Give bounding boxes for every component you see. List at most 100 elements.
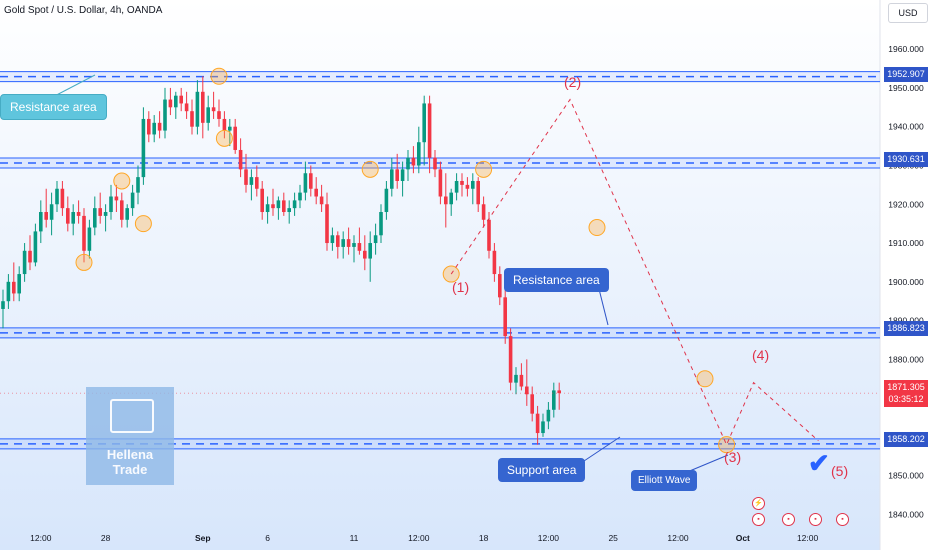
candle-body <box>346 239 351 247</box>
candle-body <box>12 281 16 294</box>
candle-body <box>184 103 189 112</box>
candle-body <box>282 200 286 213</box>
candle-body <box>557 390 561 394</box>
price-axis-background <box>880 0 932 550</box>
us-event-icon[interactable]: ▪ <box>836 513 849 526</box>
candle-body <box>384 188 389 213</box>
candle-body <box>330 235 335 244</box>
candle-body <box>147 118 151 135</box>
candle-body <box>314 188 318 197</box>
candle-body <box>125 208 129 220</box>
candle-body <box>22 250 27 275</box>
support-pointer <box>577 436 621 466</box>
candle-body <box>152 122 156 135</box>
x-tick-label: 18 <box>479 533 489 543</box>
candle-body <box>71 212 75 224</box>
monitor-icon <box>110 399 154 433</box>
candle-body <box>103 212 108 216</box>
swing-circle <box>361 160 379 178</box>
flash-event-icon[interactable]: ⚡ <box>752 497 765 510</box>
candle-body <box>6 281 11 302</box>
candle-body <box>249 177 254 185</box>
candle-body <box>114 196 119 201</box>
us-event-icon[interactable]: ▪ <box>752 513 765 526</box>
candle-body <box>130 192 135 209</box>
swing-circle <box>113 172 131 190</box>
x-tick-label: 12:00 <box>30 533 52 543</box>
x-tick-label: 25 <box>608 533 618 543</box>
candle-body <box>66 208 70 224</box>
candle-body <box>444 196 448 205</box>
candle-body <box>519 374 524 387</box>
candle-body <box>93 208 97 228</box>
candle-body <box>465 184 470 189</box>
y-tick-label: 1940.000 <box>888 122 924 132</box>
elliott-wave-label: Elliott Wave <box>631 470 698 491</box>
y-tick-label: 1950.000 <box>888 83 924 93</box>
candle-body <box>255 177 259 189</box>
candle-body <box>508 336 513 383</box>
brand-line-1: Hellena <box>106 447 154 462</box>
candle-body <box>287 208 291 213</box>
candle-body <box>530 394 534 414</box>
candle-body <box>136 177 140 193</box>
swing-circle <box>696 370 714 388</box>
last-price-tag: 1871.305 03:35:12 <box>884 380 928 407</box>
candle-body <box>201 91 205 123</box>
candle-body <box>1 301 5 309</box>
check-icon: ✔ <box>808 448 830 478</box>
candle-body <box>552 390 556 410</box>
candle-body <box>168 99 173 108</box>
candle-body <box>325 204 329 244</box>
y-tick-label: 1880.000 <box>888 354 924 364</box>
candle-body <box>217 111 221 119</box>
y-tick-label: 1910.000 <box>888 238 924 248</box>
candle-body <box>222 118 227 131</box>
candle-body <box>487 219 491 251</box>
swing-circle <box>210 67 228 85</box>
wave-5-label: (5) <box>831 463 849 479</box>
level-label-2: 1930.631 <box>884 152 928 167</box>
candle-body <box>460 180 464 185</box>
candle-body <box>260 188 264 213</box>
candle-body <box>379 212 383 236</box>
candle-body <box>535 413 540 434</box>
wave-4-label: (4) <box>752 347 770 363</box>
candle-body <box>17 274 21 294</box>
currency-selector[interactable]: USD <box>888 3 928 23</box>
candle-body <box>352 243 356 247</box>
candle-body <box>390 169 394 189</box>
candle-body <box>60 188 65 209</box>
candle-body <box>109 196 113 213</box>
candle-body <box>276 200 281 209</box>
candle-body <box>179 95 183 104</box>
x-tick-label: 12:00 <box>408 533 430 543</box>
candle-body <box>87 227 92 251</box>
candle-body <box>319 196 324 205</box>
candle-body <box>141 118 146 178</box>
y-tick-label: 1920.000 <box>888 199 924 209</box>
candle-body <box>271 204 275 209</box>
wave-2-label: (2) <box>564 74 582 90</box>
candle-body <box>541 421 545 434</box>
swing-circle <box>215 129 233 147</box>
candle-body <box>206 107 210 123</box>
candle-body <box>503 297 507 337</box>
us-event-icon[interactable]: ▪ <box>809 513 822 526</box>
candle-body <box>195 91 200 127</box>
candle-body <box>368 243 372 259</box>
candle-body <box>449 192 453 205</box>
candle-body <box>476 180 480 205</box>
countdown: 03:35:12 <box>888 394 924 404</box>
candle-body <box>174 95 178 108</box>
x-tick-label: 6 <box>265 533 270 543</box>
x-tick-label: 12:00 <box>667 533 689 543</box>
resistance-top-label: Resistance area <box>0 94 107 120</box>
candle-body <box>427 103 432 158</box>
candle-body <box>76 212 81 216</box>
candle-body <box>228 126 232 131</box>
resistance-mid-label: Resistance area <box>504 268 609 292</box>
level-label-3: 1886.823 <box>884 321 928 336</box>
candle-body <box>400 169 405 181</box>
us-event-icon[interactable]: ▪ <box>782 513 795 526</box>
